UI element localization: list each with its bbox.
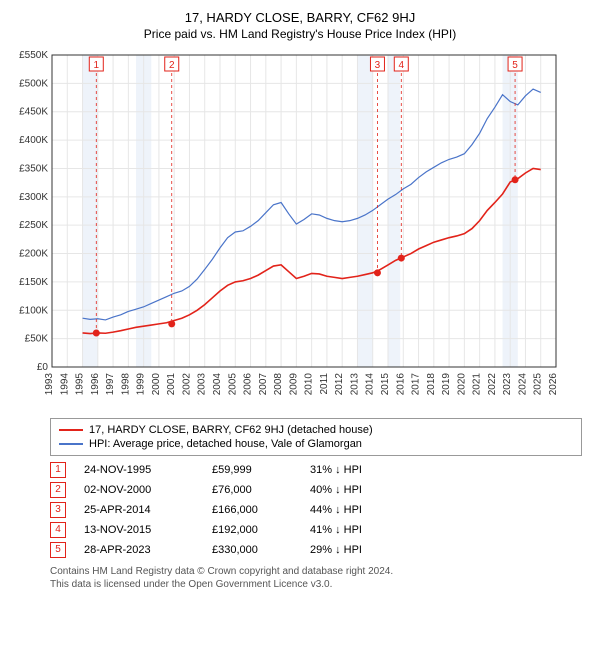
svg-text:£400K: £400K — [19, 135, 48, 146]
svg-text:2012: 2012 — [334, 373, 345, 396]
transaction-marker: 1 — [50, 462, 66, 478]
svg-text:1998: 1998 — [120, 373, 131, 396]
svg-text:£0: £0 — [37, 362, 49, 373]
transaction-price: £330,000 — [212, 544, 292, 556]
svg-text:£450K: £450K — [19, 107, 48, 118]
transaction-marker: 2 — [50, 482, 66, 498]
svg-text:£150K: £150K — [19, 277, 48, 288]
svg-text:2008: 2008 — [273, 373, 284, 396]
svg-text:3: 3 — [375, 60, 381, 71]
transaction-diff: 29% ↓ HPI — [310, 544, 410, 556]
transaction-date: 28-APR-2023 — [84, 544, 194, 556]
transaction-price: £166,000 — [212, 504, 292, 516]
legend-label: 17, HARDY CLOSE, BARRY, CF62 9HJ (detach… — [89, 424, 373, 436]
svg-text:4: 4 — [399, 60, 405, 71]
svg-text:2004: 2004 — [212, 373, 223, 396]
svg-text:£500K: £500K — [19, 78, 48, 89]
transactions-table: 1 24-NOV-1995 £59,999 31% ↓ HPI 2 02-NOV-2000… — [50, 460, 582, 560]
footnote-2: This data is licensed under the Open Gov… — [50, 579, 582, 590]
svg-text:2017: 2017 — [411, 373, 422, 396]
svg-text:2013: 2013 — [349, 373, 360, 396]
svg-text:2016: 2016 — [395, 373, 406, 396]
transaction-row: 3 25-APR-2014 £166,000 44% ↓ HPI — [50, 500, 582, 520]
transaction-row: 4 13-NOV-2015 £192,000 41% ↓ HPI — [50, 520, 582, 540]
legend-swatch — [59, 429, 83, 431]
svg-text:1996: 1996 — [90, 373, 101, 396]
transaction-date: 25-APR-2014 — [84, 504, 194, 516]
transaction-marker: 3 — [50, 502, 66, 518]
svg-text:2007: 2007 — [258, 373, 269, 396]
footnote-1: Contains HM Land Registry data © Crown c… — [50, 566, 582, 577]
chart-subtitle: Price paid vs. HM Land Registry's House … — [8, 27, 592, 41]
legend-swatch — [59, 443, 83, 445]
svg-text:2022: 2022 — [487, 373, 498, 396]
chart-title: 17, HARDY CLOSE, BARRY, CF62 9HJ — [8, 10, 592, 25]
transaction-diff: 40% ↓ HPI — [310, 484, 410, 496]
svg-text:2003: 2003 — [197, 373, 208, 396]
svg-text:2015: 2015 — [380, 373, 391, 396]
transaction-row: 2 02-NOV-2000 £76,000 40% ↓ HPI — [50, 480, 582, 500]
svg-text:£50K: £50K — [25, 334, 49, 345]
chart-container: £0 £50K £100K £150K £200K £250K £300K £350K £400… — [8, 47, 592, 412]
svg-text:£100K: £100K — [19, 305, 48, 316]
price-chart: £0 £50K £100K £150K £200K £250K £300K £350K £400… — [8, 47, 568, 407]
svg-text:2019: 2019 — [441, 373, 452, 396]
transaction-price: £59,999 — [212, 464, 292, 476]
svg-text:2024: 2024 — [517, 373, 528, 396]
svg-text:2006: 2006 — [243, 373, 254, 396]
svg-text:1994: 1994 — [59, 373, 70, 396]
svg-text:1995: 1995 — [75, 373, 86, 396]
transaction-date: 02-NOV-2000 — [84, 484, 194, 496]
svg-text:2001: 2001 — [166, 373, 177, 396]
legend-item: HPI: Average price, detached house, Vale… — [59, 437, 573, 451]
svg-text:2009: 2009 — [288, 373, 299, 396]
svg-text:2010: 2010 — [304, 373, 315, 396]
svg-text:£350K: £350K — [19, 163, 48, 174]
svg-text:2011: 2011 — [319, 373, 330, 395]
svg-text:£300K: £300K — [19, 192, 48, 203]
svg-text:£200K: £200K — [19, 249, 48, 260]
svg-text:£550K: £550K — [19, 50, 48, 61]
svg-text:5: 5 — [512, 60, 518, 71]
transaction-row: 5 28-APR-2023 £330,000 29% ↓ HPI — [50, 540, 582, 560]
transaction-date: 24-NOV-1995 — [84, 464, 194, 476]
svg-text:2023: 2023 — [502, 373, 513, 396]
transaction-diff: 41% ↓ HPI — [310, 524, 410, 536]
svg-text:1997: 1997 — [105, 373, 116, 396]
svg-text:1: 1 — [94, 60, 100, 71]
svg-text:2005: 2005 — [227, 373, 238, 396]
svg-text:2014: 2014 — [365, 373, 376, 396]
svg-text:2025: 2025 — [533, 373, 544, 396]
transaction-price: £76,000 — [212, 484, 292, 496]
svg-text:2: 2 — [169, 60, 175, 71]
legend-label: HPI: Average price, detached house, Vale… — [89, 438, 362, 450]
legend-box: 17, HARDY CLOSE, BARRY, CF62 9HJ (detach… — [50, 418, 582, 456]
transaction-price: £192,000 — [212, 524, 292, 536]
svg-text:2018: 2018 — [426, 373, 437, 396]
svg-text:2021: 2021 — [472, 373, 483, 396]
transaction-diff: 44% ↓ HPI — [310, 504, 410, 516]
svg-text:1999: 1999 — [136, 373, 147, 396]
transaction-marker: 5 — [50, 542, 66, 558]
svg-text:2026: 2026 — [548, 373, 559, 396]
transaction-row: 1 24-NOV-1995 £59,999 31% ↓ HPI — [50, 460, 582, 480]
svg-text:2000: 2000 — [151, 373, 162, 396]
svg-text:£250K: £250K — [19, 220, 48, 231]
svg-text:1993: 1993 — [44, 373, 55, 396]
svg-text:2002: 2002 — [181, 373, 192, 396]
transaction-date: 13-NOV-2015 — [84, 524, 194, 536]
transaction-marker: 4 — [50, 522, 66, 538]
legend-item: 17, HARDY CLOSE, BARRY, CF62 9HJ (detach… — [59, 423, 573, 437]
transaction-diff: 31% ↓ HPI — [310, 464, 410, 476]
svg-text:2020: 2020 — [456, 373, 467, 396]
